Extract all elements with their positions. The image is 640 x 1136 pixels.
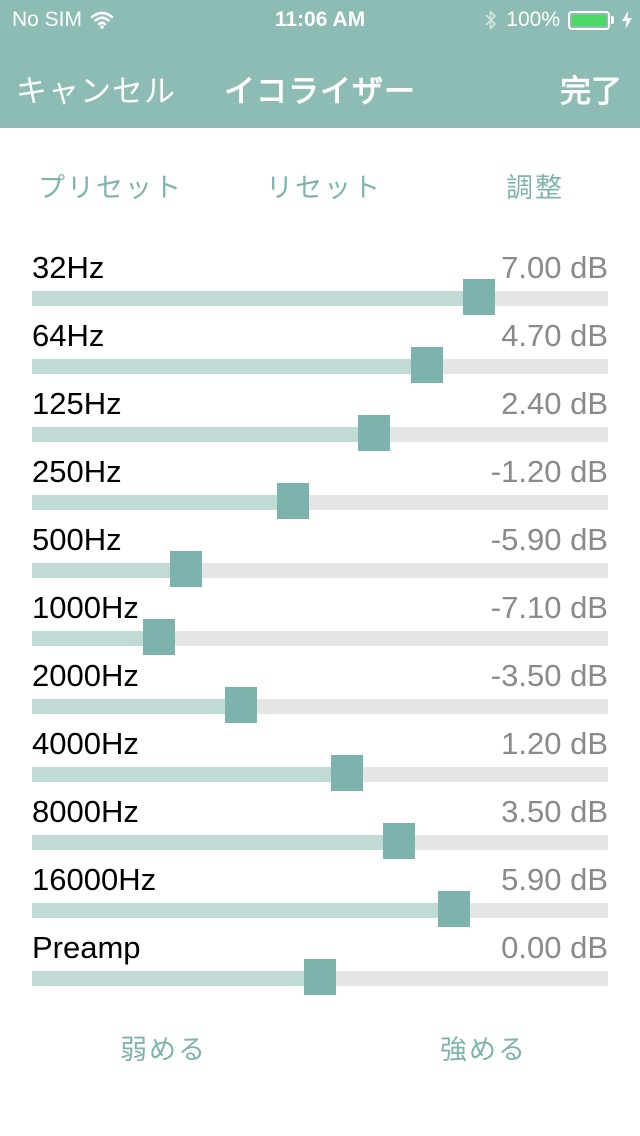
gain-slider-fill: [32, 427, 375, 442]
gain-slider-track[interactable]: [32, 347, 608, 383]
gain-slider-fill: [32, 835, 400, 850]
bottom-actions: 弱める 強める: [0, 1028, 640, 1068]
status-time: 11:06 AM: [274, 8, 366, 31]
gain-slider-fill: [32, 699, 241, 714]
gain-slider-thumb[interactable]: [331, 755, 364, 791]
page-title: イコライザー: [224, 74, 416, 109]
status-bar: No SIM 11:06 AM 100%: [0, 0, 640, 40]
gain-slider-track[interactable]: [32, 619, 608, 655]
gain-slider-thumb[interactable]: [437, 891, 470, 927]
gain-slider-fill: [32, 359, 427, 374]
gain-slider-thumb[interactable]: [276, 483, 309, 519]
eq-band-row: 1000Hz -7.10 dB: [32, 570, 608, 655]
gain-slider-fill: [32, 903, 454, 918]
gain-slider-thumb[interactable]: [358, 415, 391, 451]
eq-band-row: 16000Hz 5.90 dB: [32, 842, 608, 927]
band-frequency-label: 2000Hz: [32, 658, 139, 693]
band-frequency-label: 500Hz: [32, 522, 122, 557]
adjust-button[interactable]: 調整: [506, 173, 564, 203]
band-gain-value: 7.00 dB: [501, 250, 608, 285]
band-frequency-label: 250Hz: [32, 454, 122, 489]
weaken-button[interactable]: 弱める: [120, 1035, 207, 1065]
preset-button[interactable]: プリセット: [38, 173, 183, 203]
eq-band-row: 500Hz -5.90 dB: [32, 502, 608, 587]
navigation-bar: キャンセル イコライザー 完了: [0, 40, 640, 128]
action-bar: プリセット リセット 調整: [0, 166, 640, 206]
gain-slider-track[interactable]: [32, 823, 608, 859]
band-frequency-label: 16000Hz: [32, 862, 157, 897]
strengthen-button[interactable]: 強める: [440, 1035, 527, 1065]
band-gain-value: 3.50 dB: [501, 794, 608, 829]
eq-band-row: 125Hz 2.40 dB: [32, 366, 608, 451]
eq-band-row: 8000Hz 3.50 dB: [32, 774, 608, 859]
gain-slider-thumb[interactable]: [304, 959, 336, 995]
gain-slider-thumb[interactable]: [410, 347, 443, 383]
band-gain-value: 1.20 dB: [501, 726, 608, 761]
gain-slider-track[interactable]: [32, 891, 608, 927]
band-gain-value: -3.50 dB: [490, 658, 608, 693]
band-frequency-label: 64Hz: [32, 318, 105, 353]
band-gain-value: 2.40 dB: [501, 386, 608, 421]
gain-slider-thumb[interactable]: [170, 551, 203, 587]
gain-slider-fill: [32, 495, 293, 510]
gain-slider-fill: [32, 767, 348, 782]
eq-band-row: 64Hz 4.70 dB: [32, 298, 608, 383]
gain-slider-track[interactable]: [32, 483, 608, 519]
band-gain-value: 4.70 dB: [501, 318, 608, 353]
band-frequency-label: 8000Hz: [32, 794, 139, 829]
gain-slider-track[interactable]: [32, 279, 608, 315]
band-gain-value: -1.20 dB: [490, 454, 608, 489]
bluetooth-icon: [485, 10, 497, 30]
gain-slider-track[interactable]: [32, 959, 608, 995]
band-frequency-label: 1000Hz: [32, 590, 139, 625]
gain-slider-track[interactable]: [32, 415, 608, 451]
gain-slider-fill: [32, 631, 160, 646]
battery-icon: [568, 10, 614, 30]
eq-band-row: Preamp 0.00 dB: [32, 910, 608, 995]
charging-bolt-icon: [622, 11, 632, 29]
gain-slider-track[interactable]: [32, 551, 608, 587]
gain-slider-fill: [32, 563, 187, 578]
band-gain-value: 5.90 dB: [501, 862, 608, 897]
gain-slider-track[interactable]: [32, 755, 608, 791]
header: No SIM 11:06 AM 100% キャンセル イコライザー: [0, 0, 640, 128]
gain-slider-thumb[interactable]: [143, 619, 176, 655]
band-gain-value: -7.10 dB: [490, 590, 608, 625]
gain-slider-fill: [32, 971, 320, 986]
band-gain-value: -5.90 dB: [490, 522, 608, 557]
wifi-icon: [90, 11, 114, 29]
gain-slider-fill: [32, 291, 479, 306]
battery-percent: 100%: [506, 8, 560, 31]
gain-slider-thumb[interactable]: [462, 279, 495, 315]
done-button[interactable]: 完了: [560, 74, 622, 109]
band-gain-value: 0.00 dB: [501, 930, 608, 965]
band-frequency-label: 32Hz: [32, 250, 105, 285]
reset-button[interactable]: リセット: [266, 173, 382, 203]
battery-level: [572, 14, 606, 26]
eq-band-row: 250Hz -1.20 dB: [32, 434, 608, 519]
eq-band-row: 4000Hz 1.20 dB: [32, 706, 608, 791]
gain-slider-track[interactable]: [32, 687, 608, 723]
band-frequency-label: Preamp: [32, 930, 141, 965]
gain-slider-thumb[interactable]: [383, 823, 416, 859]
cancel-button[interactable]: キャンセル: [16, 74, 176, 109]
band-frequency-label: 4000Hz: [32, 726, 139, 761]
eq-band-row: 32Hz 7.00 dB: [32, 230, 608, 315]
carrier-label: No SIM: [12, 8, 83, 31]
gain-slider-thumb[interactable]: [224, 687, 257, 723]
band-frequency-label: 125Hz: [32, 386, 122, 421]
eq-band-row: 2000Hz -3.50 dB: [32, 638, 608, 723]
